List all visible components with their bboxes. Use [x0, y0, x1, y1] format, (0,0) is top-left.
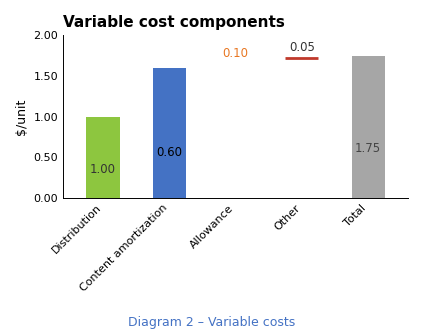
- Text: Variable cost components: Variable cost components: [63, 15, 285, 30]
- Text: 1.00: 1.00: [90, 163, 116, 176]
- Text: 1.75: 1.75: [355, 142, 381, 155]
- Text: Diagram 2 – Variable costs: Diagram 2 – Variable costs: [128, 316, 295, 329]
- Bar: [86, 117, 120, 198]
- Text: 0.05: 0.05: [289, 41, 315, 54]
- Text: 0.10: 0.10: [222, 47, 249, 60]
- Y-axis label: $/unit: $/unit: [15, 99, 28, 135]
- Bar: [352, 56, 385, 198]
- Text: 0.60: 0.60: [156, 146, 182, 159]
- Bar: [153, 68, 186, 198]
